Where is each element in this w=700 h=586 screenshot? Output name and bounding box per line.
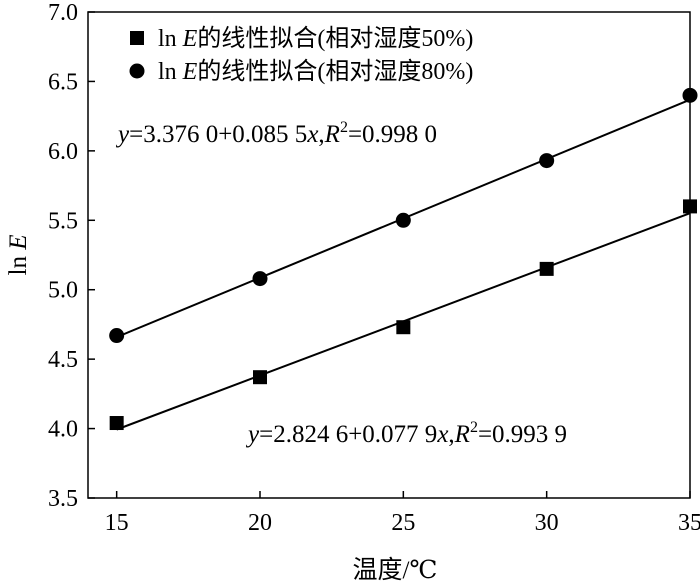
y-tick-label: 7.0 (48, 0, 78, 26)
x-tick-label: 35 (678, 510, 700, 536)
labels: 3.5 4.0 4.5 5.0 5.5 6.0 6.5 7.0 15 20 25 30 35 温度/℃ ln… (5, 0, 700, 584)
x-tick-label: 25 (391, 510, 415, 536)
legend-label-1: ln E的线性拟合(相对湿度50%) (158, 25, 473, 52)
legend-circle-icon (129, 63, 145, 79)
x-tick-label: 30 (535, 510, 559, 536)
square-marker (539, 261, 554, 276)
square-marker (109, 416, 124, 431)
y-tick-label: 6.0 (48, 139, 78, 165)
x-axis-title: 温度/℃ (353, 556, 438, 584)
fit-lines (116, 98, 691, 431)
legend-square-icon (130, 31, 144, 45)
plot-frame (87, 11, 691, 499)
circle-marker (252, 271, 268, 287)
square-marker (253, 370, 267, 385)
square-marker (683, 199, 697, 214)
square-marker (396, 320, 411, 335)
x-tick-label: 20 (248, 510, 272, 536)
circle-marker (682, 87, 698, 103)
circle-marker (109, 328, 125, 344)
y-axis-title: ln E (5, 235, 32, 276)
y-tick-label: 5.5 (48, 208, 78, 234)
y-tick-label: 3.5 (48, 486, 78, 512)
axes (87, 11, 691, 499)
y-tick-label: 4.0 (48, 417, 78, 443)
y-tick-label: 5.0 (48, 278, 78, 304)
regression-equation-1: y=2.824 6+0.077 9x,R2=0.993 9 (245, 419, 567, 448)
x-tick-label: 15 (105, 510, 129, 536)
regression-equation-2: y=3.376 0+0.085 5x,R2=0.998 0 (115, 119, 437, 148)
y-tick-label: 6.5 (48, 69, 78, 95)
circle-marker (395, 212, 411, 228)
circle-marker (539, 153, 555, 169)
data-points (109, 87, 698, 431)
legend-label-2: ln E的线性拟合(相对湿度80%) (158, 58, 473, 85)
y-tick-label: 4.5 (48, 347, 78, 373)
